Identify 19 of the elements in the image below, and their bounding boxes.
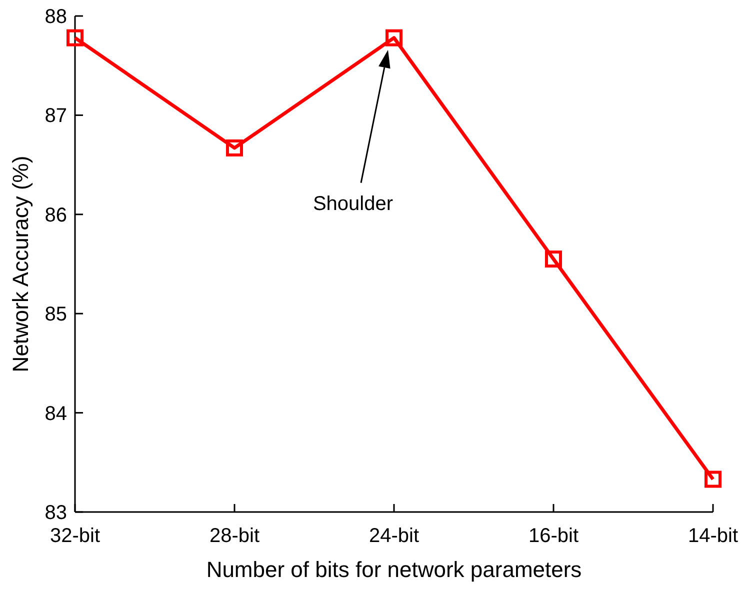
point bbox=[704, 470, 722, 488]
y-tick-label: 83 bbox=[44, 502, 67, 524]
annotation: Shoulder bbox=[312, 192, 394, 215]
x-tick-label: 24-bit bbox=[368, 525, 420, 547]
x-tick-label: 16-bit bbox=[528, 525, 579, 547]
x-tick-label: 28-bit bbox=[209, 525, 260, 547]
y-tick-label: 86 bbox=[44, 204, 67, 226]
x-axis-title: Number of bits for network parameters bbox=[206, 557, 582, 582]
point bbox=[386, 29, 402, 46]
point bbox=[545, 250, 562, 268]
point bbox=[226, 139, 243, 156]
y-axis-title: Network Accuracy (%) bbox=[8, 156, 33, 372]
x-tick-label: 32-bit bbox=[50, 525, 100, 547]
x-tick-label: 14-bit bbox=[688, 525, 738, 547]
y-tick-label: 84 bbox=[44, 402, 67, 425]
y-tick-label: 85 bbox=[44, 304, 67, 326]
y-tick-label: 87 bbox=[44, 105, 67, 128]
y-tick-label: 88 bbox=[44, 6, 67, 28]
point bbox=[66, 29, 84, 46]
